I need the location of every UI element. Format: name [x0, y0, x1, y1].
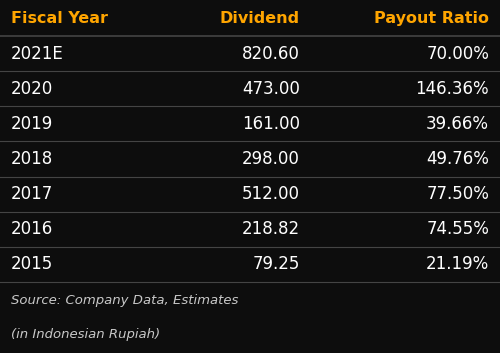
Text: 2015: 2015 [11, 255, 53, 273]
Text: 2019: 2019 [11, 115, 53, 133]
Text: Source: Company Data, Estimates: Source: Company Data, Estimates [11, 294, 238, 307]
Text: 2016: 2016 [11, 220, 53, 238]
Text: (in Indonesian Rupiah): (in Indonesian Rupiah) [11, 328, 160, 341]
Text: 70.00%: 70.00% [426, 45, 489, 63]
Text: 2021E: 2021E [11, 45, 64, 63]
Text: 2020: 2020 [11, 80, 53, 98]
Text: Dividend: Dividend [220, 11, 300, 26]
Text: Fiscal Year: Fiscal Year [11, 11, 108, 26]
Text: 79.25: 79.25 [252, 255, 300, 273]
Text: 161.00: 161.00 [242, 115, 300, 133]
Text: 49.76%: 49.76% [426, 150, 489, 168]
Text: 218.82: 218.82 [242, 220, 300, 238]
Text: 77.50%: 77.50% [426, 185, 489, 203]
Text: 2017: 2017 [11, 185, 53, 203]
Text: 39.66%: 39.66% [426, 115, 489, 133]
Text: 820.60: 820.60 [242, 45, 300, 63]
Text: 512.00: 512.00 [242, 185, 300, 203]
Text: Payout Ratio: Payout Ratio [374, 11, 489, 26]
Text: 21.19%: 21.19% [426, 255, 489, 273]
Text: 298.00: 298.00 [242, 150, 300, 168]
Text: 146.36%: 146.36% [416, 80, 489, 98]
Text: 2018: 2018 [11, 150, 53, 168]
Text: 473.00: 473.00 [242, 80, 300, 98]
Text: 74.55%: 74.55% [426, 220, 489, 238]
